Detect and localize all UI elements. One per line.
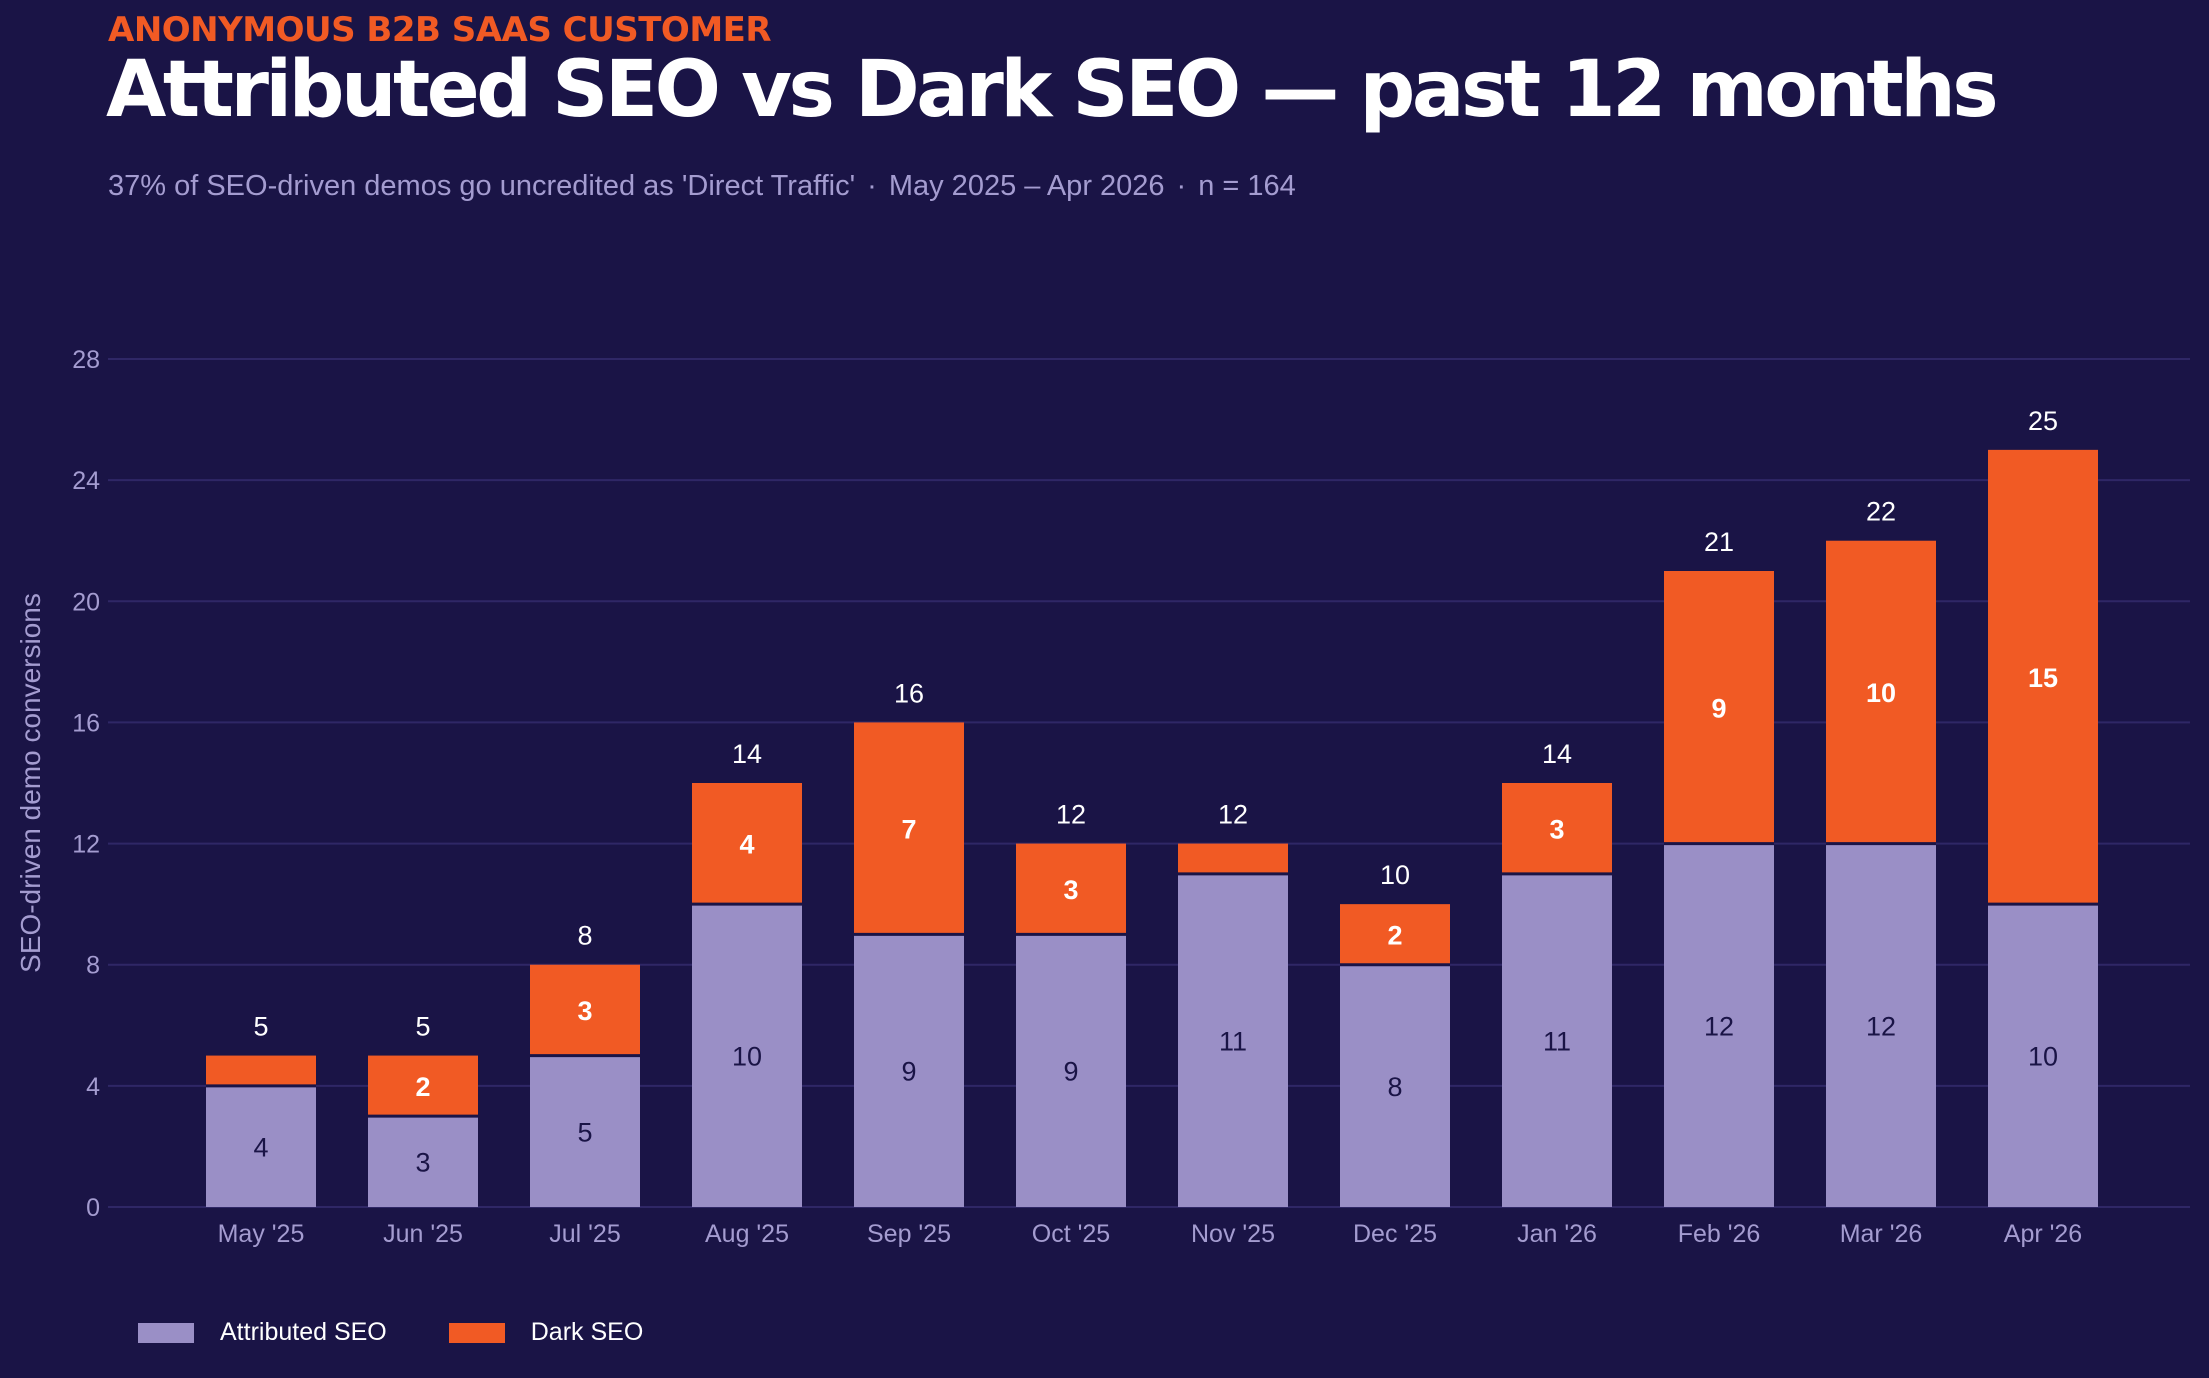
subtitle-sample-size: n = 164 bbox=[1198, 170, 1296, 202]
chart-kicker: ANONYMOUS B2B SAAS CUSTOMER bbox=[108, 10, 772, 50]
data-label-dark-seo: 10 bbox=[1866, 678, 1896, 708]
data-label-total: 12 bbox=[1218, 800, 1248, 830]
bar-attributed-seo bbox=[206, 1085, 316, 1207]
y-tick-label: 0 bbox=[86, 1194, 100, 1222]
data-label-total: 10 bbox=[1380, 860, 1410, 890]
data-label-attributed-seo: 12 bbox=[1866, 1011, 1896, 1041]
y-tick-label: 16 bbox=[72, 709, 100, 737]
data-label-dark-seo: 3 bbox=[1063, 875, 1078, 905]
y-tick-label: 12 bbox=[72, 831, 100, 859]
subtitle-date-range: May 2025 – Apr 2026 bbox=[888, 170, 1165, 202]
x-tick-label: Jan '26 bbox=[1517, 1220, 1597, 1248]
bar-attributed-seo bbox=[1016, 934, 1126, 1207]
data-label-total: 21 bbox=[1704, 527, 1734, 557]
y-tick-label: 8 bbox=[86, 952, 100, 980]
y-tick-label: 20 bbox=[72, 588, 100, 616]
x-tick-label: May '25 bbox=[218, 1220, 305, 1248]
x-tick-label: Jul '25 bbox=[549, 1220, 620, 1248]
data-label-dark-seo: 7 bbox=[901, 814, 916, 844]
x-tick-label: Nov '25 bbox=[1191, 1220, 1275, 1248]
legend-swatch-dark-seo bbox=[448, 1322, 505, 1343]
data-label-dark-seo: 4 bbox=[739, 830, 754, 860]
data-label-total: 14 bbox=[1542, 739, 1572, 769]
data-label-attributed-seo: 4 bbox=[253, 1132, 268, 1162]
bar-attributed-seo bbox=[368, 1116, 478, 1207]
bar-dark-seo bbox=[530, 964, 640, 1056]
bar-attributed-seo bbox=[854, 934, 964, 1207]
bar-attributed-seo bbox=[692, 904, 802, 1207]
bar-attributed-seo bbox=[530, 1055, 640, 1207]
bar-dark-seo bbox=[1178, 843, 1288, 874]
x-tick-label: Jun '25 bbox=[383, 1220, 463, 1248]
data-label-dark-seo: 2 bbox=[1387, 920, 1402, 950]
legend-label-attributed-seo: Attributed SEO bbox=[220, 1318, 387, 1346]
data-label-total: 16 bbox=[894, 678, 924, 708]
data-label-dark-seo: 3 bbox=[1549, 814, 1564, 844]
bar-dark-seo bbox=[368, 1055, 478, 1117]
bar-attributed-seo bbox=[1826, 843, 1936, 1207]
data-label-attributed-seo: 10 bbox=[732, 1042, 762, 1072]
legend-item-dark-seo: Dark SEO bbox=[448, 1318, 644, 1347]
bar-attributed-seo bbox=[1988, 904, 2098, 1207]
bar-dark-seo bbox=[692, 783, 802, 905]
legend-swatch-attributed-seo bbox=[138, 1322, 194, 1343]
chart-legend: Attributed SEO Dark SEO bbox=[138, 1318, 705, 1347]
bar-dark-seo bbox=[1016, 843, 1126, 935]
bar-attributed-seo bbox=[1340, 964, 1450, 1207]
y-tick-label: 24 bbox=[72, 467, 100, 495]
bar-dark-seo bbox=[854, 722, 964, 935]
subtitle-separator: · bbox=[1176, 170, 1187, 202]
data-label-dark-seo: 3 bbox=[577, 996, 592, 1026]
subtitle-insight: 37% of SEO-driven demos go uncredited as… bbox=[108, 170, 856, 202]
data-label-total: 22 bbox=[1866, 497, 1896, 527]
data-label-dark-seo: 15 bbox=[2028, 663, 2058, 693]
y-axis-label: SEO-driven demo conversions bbox=[15, 593, 46, 973]
data-label-attributed-seo: 12 bbox=[1704, 1011, 1734, 1041]
data-label-attributed-seo: 5 bbox=[577, 1117, 592, 1147]
data-label-attributed-seo: 9 bbox=[901, 1057, 916, 1087]
data-label-attributed-seo: 11 bbox=[1543, 1026, 1571, 1056]
bar-dark-seo bbox=[1502, 783, 1612, 874]
data-label-attributed-seo: 9 bbox=[1063, 1057, 1078, 1087]
y-tick-label: 4 bbox=[86, 1073, 100, 1101]
bar-dark-seo bbox=[1988, 449, 2098, 905]
chart-title: Attributed SEO vs Dark SEO — past 12 mon… bbox=[106, 45, 1999, 135]
bar-attributed-seo bbox=[1178, 873, 1288, 1207]
x-tick-label: Sep '25 bbox=[867, 1220, 951, 1248]
data-label-total: 14 bbox=[732, 739, 762, 769]
legend-label-dark-seo: Dark SEO bbox=[530, 1318, 644, 1346]
data-label-total: 5 bbox=[253, 1012, 268, 1042]
x-tick-label: Mar '26 bbox=[1840, 1220, 1923, 1248]
bar-dark-seo bbox=[1826, 540, 1936, 844]
y-tick-label: 28 bbox=[72, 346, 100, 374]
data-label-total: 25 bbox=[2028, 406, 2058, 436]
x-tick-label: Aug '25 bbox=[705, 1220, 789, 1248]
data-label-dark-seo: 9 bbox=[1711, 693, 1726, 723]
x-tick-label: Dec '25 bbox=[1353, 1220, 1437, 1248]
legend-item-attributed-seo: Attributed SEO bbox=[138, 1318, 387, 1347]
x-tick-label: Feb '26 bbox=[1678, 1220, 1761, 1248]
bar-dark-seo bbox=[1340, 904, 1450, 965]
bar-dark-seo bbox=[1664, 571, 1774, 844]
x-tick-label: Oct '25 bbox=[1032, 1220, 1110, 1248]
data-label-attributed-seo: 11 bbox=[1219, 1026, 1247, 1056]
data-label-total: 12 bbox=[1056, 800, 1086, 830]
bar-attributed-seo bbox=[1502, 873, 1612, 1207]
data-label-total: 8 bbox=[577, 921, 592, 951]
subtitle-separator: · bbox=[867, 170, 877, 202]
data-label-total: 5 bbox=[415, 1012, 430, 1042]
x-tick-label: Apr '26 bbox=[2004, 1220, 2082, 1248]
bar-dark-seo bbox=[206, 1055, 316, 1086]
chart-subtitle: 37% of SEO-driven demos go uncredited as… bbox=[108, 170, 1296, 203]
data-label-dark-seo: 2 bbox=[415, 1072, 430, 1102]
data-label-attributed-seo: 8 bbox=[1387, 1072, 1402, 1102]
data-label-attributed-seo: 10 bbox=[2028, 1042, 2058, 1072]
data-label-attributed-seo: 3 bbox=[415, 1148, 430, 1178]
bar-attributed-seo bbox=[1664, 843, 1774, 1207]
